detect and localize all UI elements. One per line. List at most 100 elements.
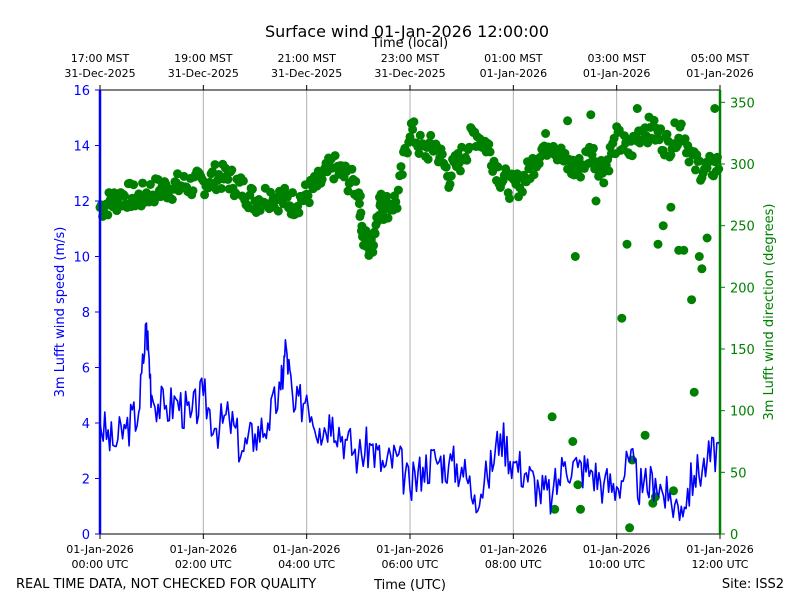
wind-direction-point [397, 170, 407, 180]
y-axis-left-label: 3m Lufft wind speed (m/s) [53, 227, 68, 398]
wind-direction-point [632, 104, 642, 113]
top-tick-label-time: 03:00 MST [587, 52, 646, 65]
wind-direction-point [247, 184, 257, 194]
wind-direction-point [591, 196, 601, 206]
wind-direction-point [640, 430, 650, 440]
wind-direction-point [382, 191, 392, 201]
wind-direction-point [303, 191, 313, 201]
wind-direction-point [541, 129, 551, 138]
wind-direction-point [534, 159, 544, 169]
wind-direction-point [710, 104, 720, 113]
wind-direction-point [188, 186, 198, 196]
wind-direction-point [402, 148, 412, 158]
x-tick-label-date: 01-Jan-2026 [66, 543, 134, 556]
left-axis-ticks: 0 2 4 6 8 10 12 14 16 [73, 84, 100, 543]
y-right-tick-label: 350 [730, 96, 755, 111]
wind-direction-point [666, 202, 676, 212]
top-tick-label-date: 31-Dec-2025 [271, 67, 342, 80]
wind-direction-point [649, 115, 659, 125]
wind-direction-point [570, 252, 580, 261]
x-tick-label-date: 01-Jan-2026 [273, 543, 341, 556]
wind-direction-point [493, 162, 503, 172]
wind-direction-point [691, 165, 700, 175]
y-left-tick-label: 4 [82, 417, 90, 432]
wind-direction-point [599, 178, 609, 188]
y-left-tick-label: 2 [82, 473, 90, 488]
x-tick-label-time: 02:00 UTC [175, 558, 232, 571]
wind-direction-point [485, 147, 495, 157]
wind-direction-point [351, 176, 361, 186]
wind-direction-point [304, 198, 314, 208]
wind-direction-point [676, 119, 686, 129]
wind-direction-point [714, 164, 724, 174]
wind-direction-point [689, 387, 699, 397]
top-axis-label: Time (local) [371, 36, 448, 51]
wind-direction-point [484, 139, 494, 149]
top-tick-label-time: 05:00 MST [691, 52, 750, 65]
top-tick-label-time: 19:00 MST [174, 52, 233, 65]
wind-direction-point [662, 129, 672, 139]
top-tick-label-date: 31-Dec-2025 [374, 67, 445, 80]
y-right-tick-label: 200 [730, 281, 755, 296]
wind-direction-point [223, 174, 233, 184]
wind-direction-point [347, 164, 357, 174]
x-tick-label-time: 00:00 UTC [71, 558, 128, 571]
y-right-tick-label: 0 [730, 528, 738, 543]
wind-direction-series [95, 104, 724, 533]
wind-direction-point [687, 295, 697, 305]
wind-direction-point [288, 188, 297, 198]
wind-direction-point [679, 245, 689, 255]
top-axis-ticks: 17:00 MST 31-Dec-2025 19:00 MST 31-Dec-2025… [64, 52, 754, 90]
wind-direction-point [455, 166, 465, 176]
x-tick-label-time: 04:00 UTC [278, 558, 335, 571]
wind-direction-point [227, 165, 237, 175]
wind-direction-point [355, 191, 365, 201]
wind-direction-point [517, 187, 527, 197]
x-tick-label-time: 10:00 UTC [588, 558, 645, 571]
wind-direction-point [423, 154, 433, 164]
wind-direction-point [354, 199, 364, 209]
wind-direction-point [103, 210, 113, 220]
wind-direction-point [658, 221, 668, 231]
wind-direction-point [415, 130, 425, 140]
top-tick-label-date: 31-Dec-2025 [168, 67, 239, 80]
x-tick-label-time: 08:00 UTC [485, 558, 542, 571]
wind-direction-point [588, 143, 598, 153]
wind-direction-point [573, 480, 583, 490]
wind-direction-point [408, 125, 418, 134]
x-tick-label-date: 01-Jan-2026 [686, 543, 754, 556]
site-label: Site: ISS2 [722, 577, 784, 592]
top-tick-label-date: 31-Dec-2025 [64, 67, 135, 80]
wind-direction-point [210, 160, 220, 170]
wind-direction-point [462, 155, 472, 165]
wind-direction-point [622, 239, 632, 249]
wind-direction-point [396, 162, 406, 172]
wind-direction-point [294, 208, 304, 218]
y-right-tick-label: 300 [730, 158, 755, 173]
wind-direction-point [547, 412, 557, 422]
wind-direction-point [405, 132, 415, 142]
x-tick-label-date: 01-Jan-2026 [583, 543, 651, 556]
bottom-axis-ticks: 01-Jan-2026 00:00 UTC 01-Jan-2026 02:00 UTC… [66, 534, 754, 571]
wind-direction-point [656, 124, 666, 134]
wind-direction-point [464, 142, 474, 152]
quality-disclaimer: REAL TIME DATA, NOT CHECKED FOR QUALITY [16, 577, 316, 592]
wind-direction-point [370, 229, 380, 239]
wind-direction-point [617, 313, 627, 323]
y-left-tick-label: 6 [82, 362, 90, 377]
wind-direction-point [437, 149, 447, 159]
wind-direction-point [378, 204, 388, 214]
wind-direction-point [393, 185, 403, 195]
wind-direction-point [446, 171, 456, 181]
wind-direction-point [317, 174, 327, 184]
wind-direction-point [392, 203, 402, 213]
wind-direction-point [576, 504, 585, 514]
wind-direction-point [702, 233, 712, 243]
top-tick-label-time: 17:00 MST [71, 52, 130, 65]
y-axis-right-label: 3m Lufft wind direction (degrees) [762, 204, 777, 421]
wind-speed-line [99, 322, 721, 522]
top-tick-label-date: 01-Jan-2026 [480, 67, 548, 80]
wind-direction-point [445, 179, 455, 189]
y-right-tick-label: 150 [730, 343, 755, 358]
